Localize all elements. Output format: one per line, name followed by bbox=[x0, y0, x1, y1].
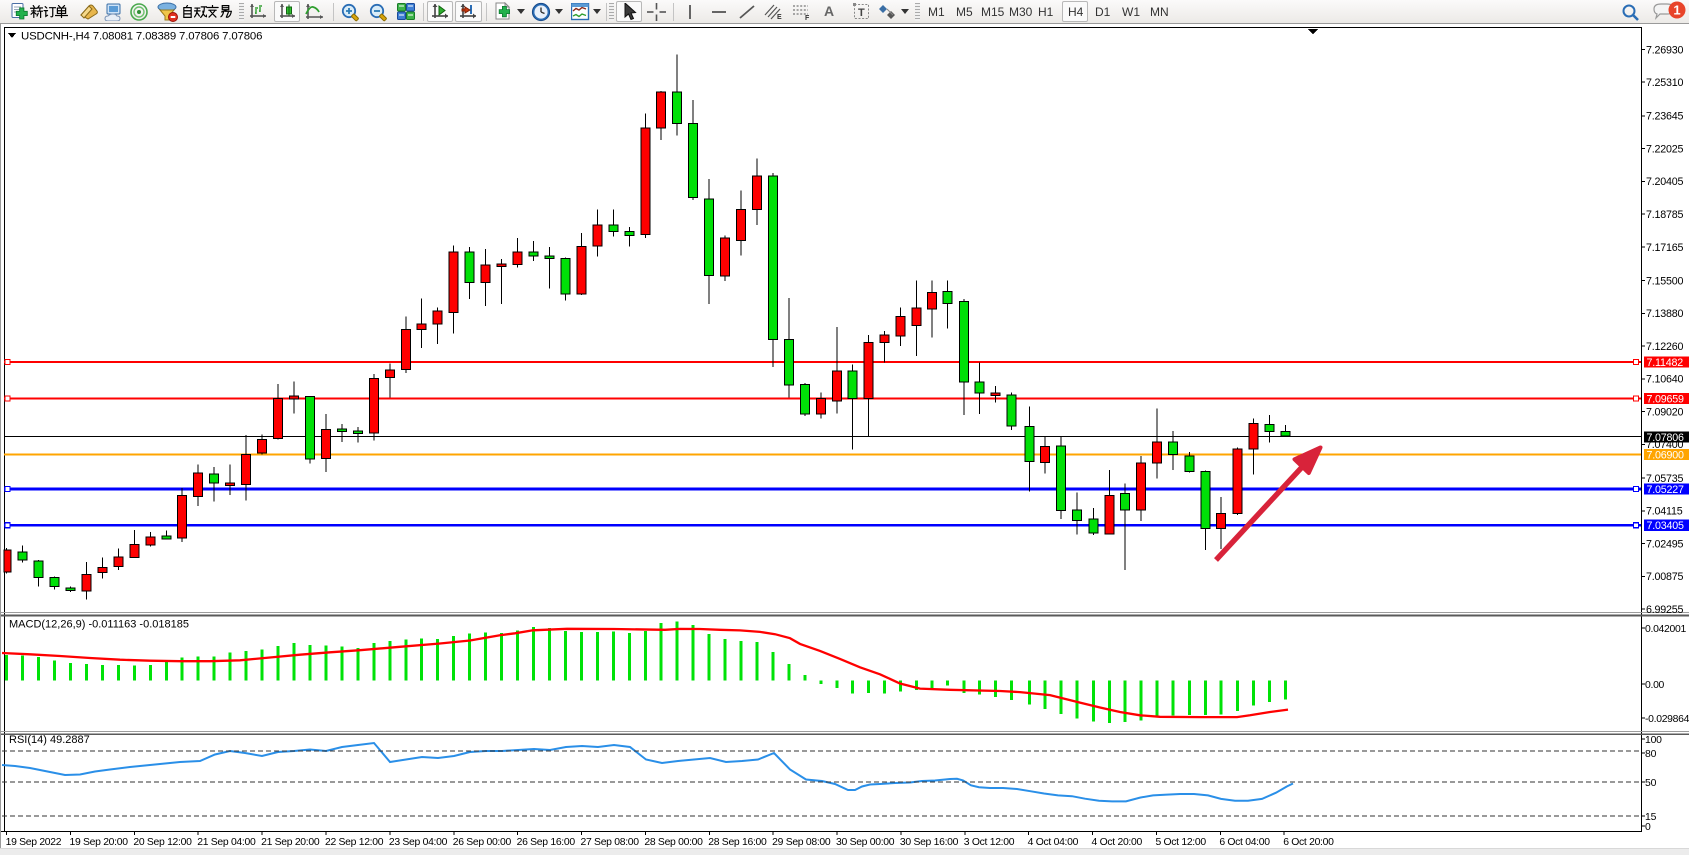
svg-text:3 Oct 12:00: 3 Oct 12:00 bbox=[964, 837, 1015, 848]
svg-text:7.25310: 7.25310 bbox=[1646, 77, 1683, 89]
svg-text:7.22025: 7.22025 bbox=[1646, 144, 1683, 156]
svg-text:7.23645: 7.23645 bbox=[1646, 111, 1683, 123]
svg-text:21 Sep 04:00: 21 Sep 04:00 bbox=[197, 837, 256, 848]
svg-text:T: T bbox=[858, 7, 865, 19]
svg-text:7.13880: 7.13880 bbox=[1646, 308, 1683, 320]
svg-text:-0.029864: -0.029864 bbox=[1645, 714, 1689, 725]
svg-text:7.07806: 7.07806 bbox=[1647, 432, 1684, 444]
svg-text:7.12260: 7.12260 bbox=[1646, 341, 1683, 353]
svg-text:5 Oct 12:00: 5 Oct 12:00 bbox=[1155, 837, 1206, 848]
svg-text:29 Sep 08:00: 29 Sep 08:00 bbox=[772, 837, 831, 848]
svg-text:27 Sep 08:00: 27 Sep 08:00 bbox=[581, 837, 640, 848]
svg-text:7.26930: 7.26930 bbox=[1646, 44, 1683, 56]
svg-text:6.99255: 6.99255 bbox=[1646, 604, 1683, 616]
svg-text:0: 0 bbox=[1645, 822, 1651, 833]
svg-text:30 Sep 00:00: 30 Sep 00:00 bbox=[836, 837, 895, 848]
svg-text:0.00: 0.00 bbox=[1645, 680, 1665, 691]
svg-text:28 Sep 00:00: 28 Sep 00:00 bbox=[644, 837, 703, 848]
svg-text:7.02495: 7.02495 bbox=[1646, 538, 1683, 550]
svg-text:7.10640: 7.10640 bbox=[1646, 374, 1683, 386]
svg-text:F: F bbox=[805, 15, 810, 21]
svg-text:80: 80 bbox=[1645, 749, 1657, 760]
svg-text:15: 15 bbox=[1645, 812, 1657, 823]
svg-text:MACD(12,26,9) -0.011163 -0.018: MACD(12,26,9) -0.011163 -0.018185 bbox=[9, 619, 189, 631]
svg-text:100: 100 bbox=[1645, 735, 1662, 746]
svg-text:50: 50 bbox=[1645, 778, 1657, 789]
svg-text:7.05735: 7.05735 bbox=[1646, 473, 1683, 485]
svg-text:6 Oct 04:00: 6 Oct 04:00 bbox=[1219, 837, 1270, 848]
svg-text:26 Sep 16:00: 26 Sep 16:00 bbox=[517, 837, 576, 848]
svg-text:30 Sep 16:00: 30 Sep 16:00 bbox=[900, 837, 959, 848]
svg-text:USDCNH-,H4 7.08081 7.08389 7.: USDCNH-,H4 7.08081 7.08389 7.07806 7.078… bbox=[21, 31, 262, 43]
svg-text:7.15500: 7.15500 bbox=[1646, 275, 1683, 287]
svg-text:23 Sep 04:00: 23 Sep 04:00 bbox=[389, 837, 448, 848]
svg-text:7.11482: 7.11482 bbox=[1647, 357, 1684, 369]
svg-text:19 Sep 2022: 19 Sep 2022 bbox=[6, 837, 62, 848]
svg-text:6 Oct 20:00: 6 Oct 20:00 bbox=[1283, 837, 1334, 848]
svg-text:7.18785: 7.18785 bbox=[1646, 209, 1683, 221]
svg-text:20 Sep 12:00: 20 Sep 12:00 bbox=[133, 837, 192, 848]
svg-text:21 Sep 20:00: 21 Sep 20:00 bbox=[261, 837, 320, 848]
svg-text:7.00875: 7.00875 bbox=[1646, 571, 1683, 583]
svg-text:7.09659: 7.09659 bbox=[1647, 393, 1684, 405]
svg-text:26 Sep 00:00: 26 Sep 00:00 bbox=[453, 837, 512, 848]
svg-text:4 Oct 04:00: 4 Oct 04:00 bbox=[1028, 837, 1079, 848]
svg-text:0.042001: 0.042001 bbox=[1645, 624, 1686, 635]
svg-text:7.17165: 7.17165 bbox=[1646, 242, 1683, 254]
svg-text:4 Oct 20:00: 4 Oct 20:00 bbox=[1092, 837, 1143, 848]
svg-text:7.06900: 7.06900 bbox=[1647, 449, 1684, 461]
svg-text:22 Sep 12:00: 22 Sep 12:00 bbox=[325, 837, 384, 848]
svg-text:7.20405: 7.20405 bbox=[1646, 176, 1683, 188]
svg-text:28 Sep 16:00: 28 Sep 16:00 bbox=[708, 837, 767, 848]
svg-text:7.09020: 7.09020 bbox=[1646, 406, 1683, 418]
svg-text:7.04115: 7.04115 bbox=[1646, 506, 1683, 518]
svg-text:7.05227: 7.05227 bbox=[1647, 484, 1684, 496]
svg-text:1: 1 bbox=[1673, 3, 1680, 18]
svg-text:7.03405: 7.03405 bbox=[1647, 520, 1684, 532]
svg-text:19 Sep 20:00: 19 Sep 20:00 bbox=[69, 837, 128, 848]
svg-text:E: E bbox=[777, 14, 782, 21]
svg-text:RSI(14) 49.2887: RSI(14) 49.2887 bbox=[9, 734, 90, 746]
